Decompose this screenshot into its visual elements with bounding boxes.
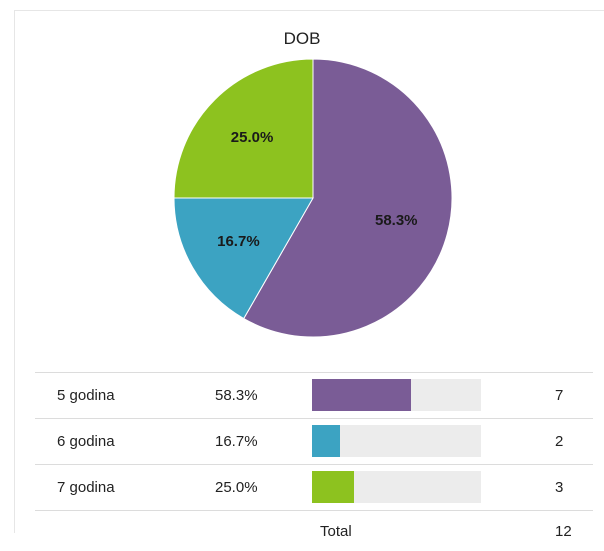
- row-count: 7: [555, 387, 564, 404]
- total-label: Total: [320, 523, 352, 540]
- pie-label-3: 25.0%: [231, 129, 274, 146]
- pie-slice-3: [173, 58, 314, 199]
- chart-title: DOB: [283, 29, 321, 48]
- pie-label-1: 58.3%: [375, 212, 418, 229]
- total-value: 12: [555, 523, 572, 540]
- row-label: 6 godina: [57, 433, 115, 450]
- chart-card: [14, 10, 604, 533]
- pie-label-2: 16.7%: [217, 233, 260, 250]
- row-percent: 58.3%: [215, 387, 258, 404]
- row-label: 5 godina: [57, 387, 115, 404]
- pie-slice-1: [243, 58, 453, 338]
- row-bar-fill: [312, 471, 355, 503]
- table-row: 7 godina 25.0% 3: [35, 464, 593, 510]
- row-bar-track: [312, 471, 481, 503]
- row-bar-fill: [312, 425, 341, 457]
- row-label: 7 godina: [57, 479, 115, 496]
- table-row: 5 godina 58.3% 7: [35, 372, 593, 418]
- row-percent: 16.7%: [215, 433, 258, 450]
- row-bar-track: [312, 379, 481, 411]
- total-row: Total 12: [35, 510, 593, 551]
- row-count: 3: [555, 479, 564, 496]
- pie-slice-2: [173, 197, 314, 320]
- summary-table: 5 godina 58.3% 7 6 godina 16.7% 2 7 godi…: [35, 372, 593, 551]
- table-row: 6 godina 16.7% 2: [35, 418, 593, 464]
- row-bar-track: [312, 425, 481, 457]
- row-bar-fill: [312, 379, 411, 411]
- pie-chart: 58.3% 16.7% 25.0%: [173, 58, 453, 338]
- row-count: 2: [555, 433, 564, 450]
- row-percent: 25.0%: [215, 479, 258, 496]
